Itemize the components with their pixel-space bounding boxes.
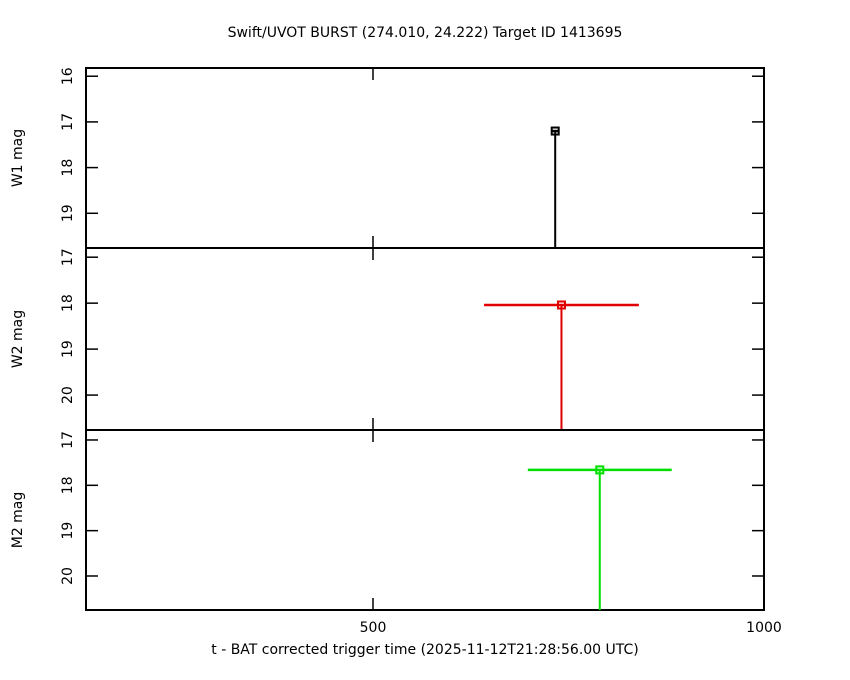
y-axis-label: M2 mag — [10, 492, 26, 549]
x-tick-label: 500 — [360, 620, 387, 636]
y-axis-label: W2 mag — [10, 310, 26, 368]
y-tick-label: 17 — [60, 248, 76, 266]
panel-frame — [85, 67, 765, 249]
y-tick-label: 19 — [60, 204, 76, 222]
chart-title: Swift/UVOT BURST (274.010, 24.222) Targe… — [228, 25, 623, 41]
y-tick-label: 18 — [60, 294, 76, 312]
x-tick-label: 1000 — [746, 620, 782, 636]
y-tick-label: 17 — [60, 431, 76, 449]
point — [556, 300, 566, 310]
y-tick-label: 19 — [60, 522, 76, 540]
panel-frame — [85, 429, 765, 611]
y-tick-label: 20 — [60, 386, 76, 404]
y-tick-label: 18 — [60, 476, 76, 494]
y-tick-label: 18 — [60, 159, 76, 177]
point — [550, 126, 560, 136]
panel-frame — [85, 247, 765, 431]
y-axis-label: W1 mag — [10, 129, 26, 187]
y-tick-label: 20 — [60, 567, 76, 585]
y-tick-label: 17 — [60, 113, 76, 131]
point — [595, 465, 605, 475]
y-tick-label: 16 — [60, 67, 76, 85]
x-axis-label: t - BAT corrected trigger time (2025-11-… — [211, 642, 639, 658]
y-tick-label: 19 — [60, 340, 76, 358]
